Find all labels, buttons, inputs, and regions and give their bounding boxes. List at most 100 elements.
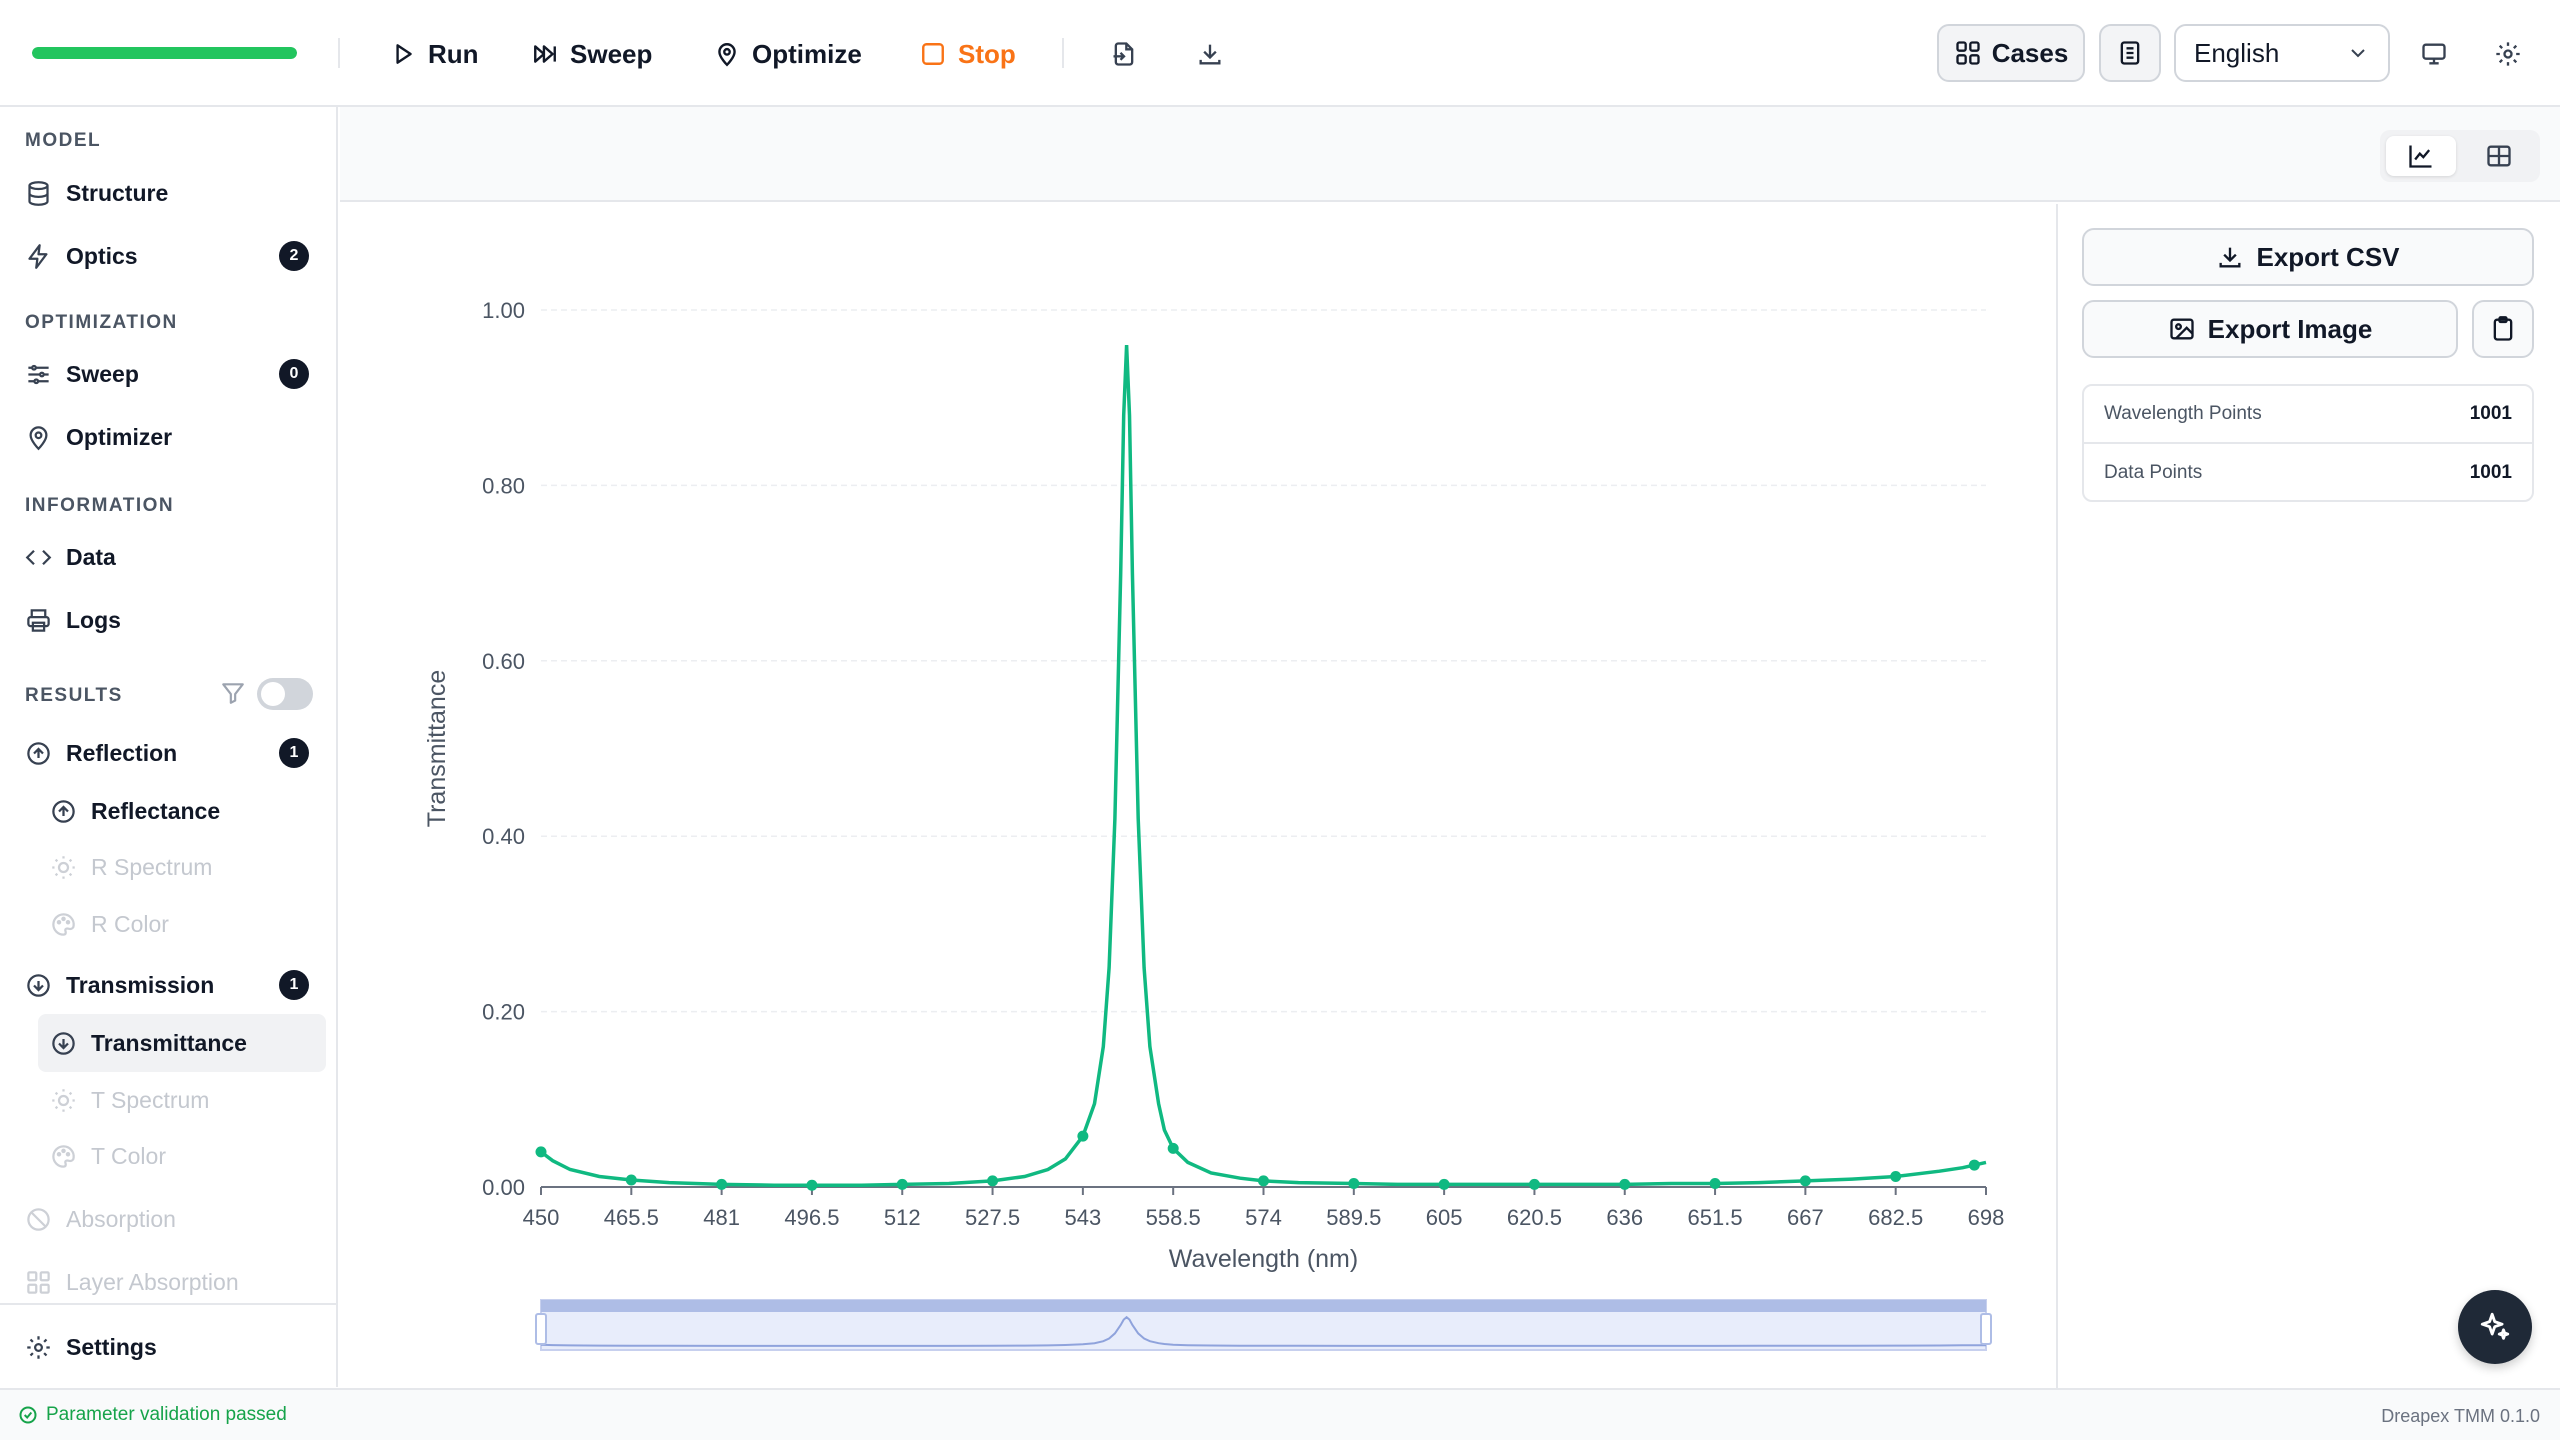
y-tick-label: 0.00 [482, 1175, 525, 1200]
x-axis-label: Wavelength (nm) [1169, 1245, 1358, 1273]
x-tick-label: 558.5 [1146, 1205, 1201, 1230]
monitor-icon [2422, 43, 2446, 65]
y-tick-label: 1.00 [482, 298, 525, 323]
section-title-results: RESULTS [25, 685, 123, 706]
y-tick-label: 0.80 [482, 473, 525, 498]
language-select[interactable]: English [2174, 24, 2390, 82]
data-point [806, 1179, 818, 1191]
table-view-button[interactable] [2464, 136, 2534, 176]
sidebar-item-absorption[interactable]: Absorption [25, 1197, 176, 1241]
sidebar-label: Data [66, 543, 116, 570]
sidebar-label: R Color [91, 910, 169, 937]
x-tick-label: 465.5 [604, 1205, 659, 1230]
data-point [1799, 1175, 1811, 1187]
progress-fill [32, 47, 297, 59]
status-bar: Parameter validation passed Dreapex TMM … [0, 1388, 2560, 1440]
export-image-button[interactable]: Export Image [2082, 300, 2458, 358]
validation-message: Parameter validation passed [46, 1404, 287, 1425]
zoom-preview-line [540, 1315, 1987, 1347]
x-tick-label: 651.5 [1688, 1205, 1743, 1230]
x-tick-label: 543 [1065, 1205, 1102, 1230]
sidebar-item-optics[interactable]: Optics [25, 234, 138, 278]
data-zoom-slider[interactable] [535, 1299, 1992, 1351]
notes-button[interactable] [2099, 24, 2161, 82]
sidebar-item-transmission[interactable]: Transmission [25, 963, 214, 1007]
top-toolbar: Run Sweep Optimize Stop Cases Engl [0, 0, 2560, 107]
layers-icon [27, 1270, 50, 1294]
sidebar-label: T Spectrum [91, 1086, 210, 1113]
stop-square-icon [922, 43, 944, 65]
transmission-count-badge: 1 [279, 970, 309, 1000]
data-point [1348, 1177, 1360, 1189]
data-point [1890, 1170, 1902, 1182]
database-icon [28, 180, 49, 206]
x-tick-label: 682.5 [1868, 1205, 1923, 1230]
gear-icon [27, 1335, 50, 1359]
sidebar-item-layer-absorption[interactable]: Layer Absorption [25, 1260, 239, 1304]
fast-forward-icon [534, 45, 556, 63]
transmittance-chart[interactable]: 0.00 0.20 0.40 0.60 0.80 1.00 450 465.5 481 496.… [340, 204, 2056, 1388]
sidebar-label: Optics [66, 242, 138, 269]
cases-label: Cases [1991, 37, 2069, 68]
sidebar-item-reflection[interactable]: Reflection [25, 731, 177, 775]
x-tick-label: 636 [1606, 1205, 1643, 1230]
sidebar-label: Structure [66, 179, 169, 206]
sidebar-item-t-color[interactable]: T Color [50, 1134, 166, 1178]
section-title-model: MODEL [25, 130, 102, 151]
chart-view-button[interactable] [2386, 136, 2456, 176]
toolbar-divider [1062, 38, 1064, 68]
sidebar-item-sweep[interactable]: Sweep [25, 352, 139, 396]
image-icon [2169, 318, 2194, 340]
sidebar-item-reflectance[interactable]: Reflectance [50, 789, 220, 833]
sweep-button[interactable]: Sweep [532, 30, 652, 78]
check-circle-icon [19, 1406, 37, 1424]
stat-label: Data Points [2104, 462, 2203, 483]
sidebar-item-optimizer[interactable]: Optimizer [25, 415, 172, 459]
filter-icon[interactable] [220, 680, 246, 706]
data-point [1258, 1175, 1269, 1187]
zoom-handle-right [1980, 1313, 1992, 1345]
sidebar-item-t-spectrum[interactable]: T Spectrum [50, 1078, 209, 1122]
stat-value: 1001 [2469, 462, 2512, 483]
series-markers [535, 1130, 1980, 1191]
cases-button[interactable]: Cases [1937, 24, 2085, 82]
import-button[interactable] [1104, 34, 1144, 74]
active-item-highlight [38, 1014, 326, 1072]
sidebar-item-r-spectrum[interactable]: R Spectrum [50, 845, 212, 889]
export-csv-button[interactable]: Export CSV [2082, 228, 2534, 286]
sidebar-label: T Color [91, 1142, 166, 1169]
sun-icon [52, 1088, 75, 1112]
settings-button[interactable] [2488, 34, 2528, 74]
run-button[interactable]: Run [390, 30, 479, 78]
section-title-information: INFORMATION [25, 495, 175, 516]
sidebar-item-structure[interactable]: Structure [25, 171, 168, 215]
sidebar-item-settings[interactable]: Settings [25, 1325, 157, 1369]
sidebar-item-logs[interactable]: Logs [25, 598, 121, 642]
sidebar-label: Transmission [66, 971, 215, 998]
optimize-button[interactable]: Optimize [714, 30, 862, 78]
sidebar-item-r-color[interactable]: R Color [50, 902, 169, 946]
export-image-label: Export Image [2207, 313, 2373, 344]
sidebar-label: Reflectance [91, 797, 221, 824]
x-tick-label: 481 [703, 1205, 740, 1230]
copy-button[interactable] [2472, 300, 2534, 358]
toolbar-divider [338, 38, 340, 68]
sidebar-label: Sweep [66, 360, 139, 387]
data-point [1968, 1159, 1980, 1171]
ai-assistant-button[interactable] [2458, 1290, 2532, 1364]
location-pin-icon [718, 43, 736, 67]
stop-button[interactable]: Stop [920, 30, 1016, 78]
display-button[interactable] [2414, 34, 2454, 74]
export-csv-label: Export CSV [2256, 241, 2400, 272]
sidebar-item-transmittance[interactable]: Transmittance [50, 1021, 247, 1065]
x-tick-label: 574 [1245, 1205, 1282, 1230]
download-button[interactable] [1190, 34, 1230, 74]
x-tick-label: 527.5 [965, 1205, 1020, 1230]
x-axis-ticks: 450 465.5 481 496.5 512 527.5 543 558.5 574 589.5… [523, 1187, 2004, 1230]
sidebar-item-data[interactable]: Data [25, 535, 116, 579]
sidebar-label: R Spectrum [91, 853, 213, 880]
y-tick-label: 0.40 [482, 824, 525, 849]
arrow-up-circle-icon [27, 741, 50, 765]
language-value: English [2194, 37, 2280, 68]
results-filter-toggle[interactable] [257, 678, 313, 710]
